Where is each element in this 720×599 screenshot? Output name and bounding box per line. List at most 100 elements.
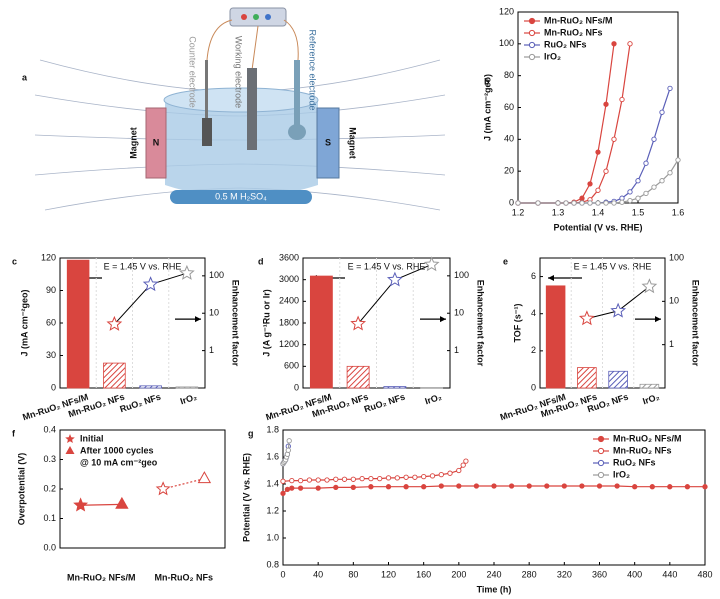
data-point bbox=[385, 484, 392, 490]
bar bbox=[66, 259, 90, 389]
data-point bbox=[341, 476, 348, 482]
y-tick-label: 120 bbox=[41, 252, 56, 262]
plot-frame bbox=[517, 11, 679, 204]
panel-label: c bbox=[12, 256, 17, 266]
data-point bbox=[595, 187, 601, 193]
x-tick-label: Mn-RuO₂ NFs bbox=[155, 572, 214, 582]
data-point bbox=[555, 200, 561, 206]
counter-electrode-plate bbox=[202, 118, 212, 146]
star-marker bbox=[610, 302, 627, 318]
y-tick-label: 0.4 bbox=[43, 424, 56, 434]
data-point bbox=[627, 197, 633, 204]
x-tick-label: 1.2 bbox=[512, 207, 525, 217]
x-tick-label: 1.3 bbox=[552, 207, 565, 217]
data-point bbox=[115, 496, 129, 509]
data-point bbox=[635, 178, 641, 184]
x-tick-label: 360 bbox=[592, 569, 607, 579]
y-tick-label: 0.2 bbox=[43, 483, 56, 493]
y-axis-label: J (mA cm⁻²geo) bbox=[482, 74, 492, 141]
legend-label: RuO₂ NFs bbox=[544, 39, 587, 49]
data-point bbox=[438, 483, 444, 489]
electrode-label: Counter electrode bbox=[188, 36, 198, 108]
legend-label: Mn-RuO₂ NFs bbox=[613, 445, 672, 455]
x-tick-label: 320 bbox=[557, 569, 572, 579]
legend-label: Initial bbox=[80, 433, 104, 443]
data-point bbox=[611, 200, 617, 206]
annotation: E = 1.45 V vs. RHE bbox=[104, 261, 182, 271]
data-point bbox=[587, 200, 593, 206]
series-line bbox=[518, 159, 679, 204]
pole-label: S bbox=[325, 137, 331, 147]
data-point bbox=[603, 101, 609, 107]
y-tick-label: 1200 bbox=[279, 339, 299, 349]
bar bbox=[545, 285, 566, 389]
y2-tick-label: 1 bbox=[454, 345, 459, 355]
y-tick-label: 600 bbox=[284, 361, 299, 371]
note: @ 10 mA cm⁻²geo bbox=[80, 457, 158, 467]
data-point bbox=[619, 199, 625, 205]
x-axis-label: Time (h) bbox=[477, 584, 512, 594]
x-tick-label: 200 bbox=[451, 569, 466, 579]
data-point bbox=[350, 484, 356, 491]
data-point bbox=[603, 200, 609, 206]
reference-electrode bbox=[294, 60, 300, 126]
x-tick-label: 160 bbox=[416, 569, 431, 579]
y-tick-label: 20 bbox=[504, 166, 514, 176]
y-tick-label: 0.0 bbox=[43, 542, 56, 552]
legend-label: Mn-RuO₂ NFs bbox=[544, 27, 603, 37]
data-point bbox=[421, 484, 427, 490]
legend-marker bbox=[597, 459, 605, 467]
data-point bbox=[403, 474, 409, 480]
x-tick-label: 1.5 bbox=[632, 207, 645, 217]
y2-tick-label: 10 bbox=[669, 296, 679, 306]
y2-tick-label: 1 bbox=[669, 339, 674, 349]
counter-electrode bbox=[205, 60, 208, 120]
data-point bbox=[289, 485, 295, 491]
x-axis-label: Potential (V vs. RHE) bbox=[553, 222, 642, 232]
indicator bbox=[241, 14, 247, 20]
y-tick-label: 0.8 bbox=[266, 559, 279, 569]
data-point bbox=[635, 195, 641, 201]
data-point bbox=[659, 178, 665, 184]
data-point bbox=[438, 471, 444, 478]
data-point bbox=[619, 96, 625, 103]
data-point bbox=[473, 483, 480, 489]
electrolyte-band bbox=[170, 190, 312, 204]
y2-tick-label: 10 bbox=[454, 308, 464, 318]
data-point bbox=[421, 473, 427, 480]
data-point bbox=[412, 474, 418, 480]
data-point bbox=[460, 462, 466, 468]
data-point bbox=[649, 484, 655, 490]
data-point bbox=[385, 475, 392, 481]
data-point bbox=[368, 475, 374, 482]
bar bbox=[577, 367, 597, 389]
y2-tick-label: 100 bbox=[669, 252, 684, 262]
bar bbox=[608, 370, 628, 389]
magnet-s bbox=[316, 107, 340, 179]
star-marker bbox=[641, 278, 658, 294]
data-point bbox=[667, 484, 673, 490]
y-tick-label: 90 bbox=[46, 285, 56, 295]
y-axis-label: Potential (V vs. RHE) bbox=[241, 453, 251, 542]
star-marker bbox=[178, 264, 195, 280]
star-marker bbox=[106, 315, 123, 331]
data-point bbox=[675, 157, 681, 163]
data-point bbox=[603, 168, 609, 174]
data-point bbox=[280, 478, 286, 484]
legend-label: IrO₂ bbox=[544, 51, 561, 61]
arrow-head bbox=[548, 275, 554, 281]
data-point bbox=[535, 200, 541, 206]
data-point bbox=[643, 160, 649, 166]
y-tick-label: 1.0 bbox=[266, 532, 279, 542]
data-point bbox=[289, 477, 295, 484]
y-tick-label: 1.2 bbox=[266, 505, 279, 515]
data-point bbox=[350, 476, 356, 482]
legend-marker bbox=[597, 447, 605, 455]
data-point bbox=[73, 497, 89, 512]
x-tick-label: Mn-RuO₂ NFs/M bbox=[67, 572, 136, 582]
x-tick-label: IrO₂ bbox=[179, 392, 198, 407]
y-tick-label: 1.6 bbox=[266, 451, 279, 461]
data-point bbox=[297, 485, 304, 491]
data-point bbox=[368, 484, 374, 490]
x-tick-label: IrO₂ bbox=[641, 392, 660, 407]
